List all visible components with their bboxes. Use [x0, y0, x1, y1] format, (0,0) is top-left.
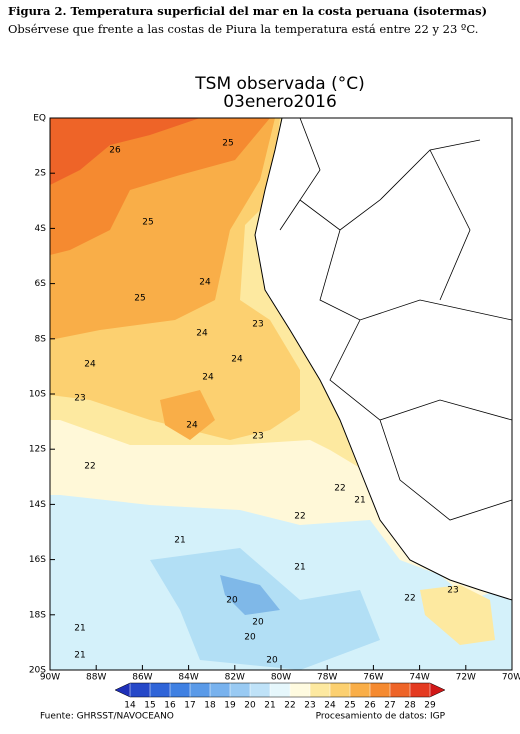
lon-label: 88W	[86, 673, 106, 683]
colorbar-label: 24	[324, 701, 336, 711]
isotherm-label: 20	[252, 618, 264, 628]
isotherm-label: 25	[134, 294, 145, 304]
zone-25-patch	[160, 390, 215, 440]
colorbar-segment	[350, 683, 370, 697]
map-title: TSM observada (°C)	[194, 74, 364, 94]
colorbar-label: 14	[124, 701, 136, 711]
lat-label: 12S	[29, 445, 46, 455]
footer-source: Fuente: GHRSST/NAVOCEANO	[40, 712, 174, 722]
colorbar-segment	[210, 683, 230, 697]
colorbar-segment	[150, 683, 170, 697]
colorbar-label: 21	[264, 701, 275, 711]
isotherm-label: 24	[196, 329, 208, 339]
colorbar-segment	[130, 683, 150, 697]
land	[254, 118, 512, 601]
colorbar-segment	[270, 683, 290, 697]
lat-label: 16S	[29, 555, 46, 565]
isotherm-label: 22	[84, 462, 95, 472]
lat-label: 20S	[29, 666, 46, 676]
lon-label: 78W	[317, 673, 337, 683]
colorbar-label: 18	[204, 701, 216, 711]
footer-processing: Procesamiento de datos: IGP	[316, 712, 446, 722]
isotherm-label: 25	[142, 218, 153, 228]
colorbar-label: 26	[364, 701, 376, 711]
colorbar-label: 22	[284, 701, 295, 711]
colorbar-arrow	[115, 683, 130, 697]
isotherm-label: 21	[74, 624, 85, 634]
caption-title: Figura 2. Temperatura superficial del ma…	[8, 4, 487, 18]
colorbar-label: 25	[344, 701, 355, 711]
isotherm-label: 23	[252, 432, 263, 442]
isotherm-label: 26	[109, 146, 121, 156]
lat-label: 8S	[35, 334, 47, 344]
isotherm-label: 21	[294, 563, 305, 573]
lat-label: EQ	[33, 114, 46, 124]
isotherm-label: 21	[354, 496, 365, 506]
colorbar-label: 20	[244, 701, 256, 711]
isotherm-label: 22	[404, 594, 415, 604]
colorbar-label: 23	[304, 701, 315, 711]
lat-label: 14S	[29, 500, 46, 510]
colorbar-segment	[230, 683, 250, 697]
lon-label: 82W	[225, 673, 245, 683]
lat-label: 18S	[29, 610, 46, 620]
colorbar-arrow	[430, 683, 445, 697]
lon-label: 84W	[178, 673, 198, 683]
isotherm-label: 25	[222, 139, 233, 149]
isotherm-label: 22	[294, 512, 305, 522]
lon-label: 80W	[271, 673, 291, 683]
colorbar-segment	[170, 683, 190, 697]
sst-field	[50, 118, 512, 670]
lat-label: 6S	[35, 279, 47, 289]
isotherm-label: 24	[202, 373, 214, 383]
colorbar-outline	[114, 682, 446, 698]
colorbar-label: 16	[164, 701, 176, 711]
isotherm-label: 24	[231, 355, 243, 365]
colorbar-label: 28	[404, 701, 416, 711]
colorbar-label: 15	[144, 701, 155, 711]
isotherm-label: 23	[252, 320, 263, 330]
isotherm-label: 20	[266, 656, 278, 666]
isotherm-label: 20	[244, 633, 256, 643]
isotherm-label: 24	[186, 421, 198, 431]
isotherm-label: 24	[199, 278, 211, 288]
colorbar-segment	[310, 683, 330, 697]
isotherm-label: 24	[84, 360, 96, 370]
isotherm-label: 23	[74, 394, 85, 404]
lon-label: 74W	[409, 673, 429, 683]
zone-27	[50, 118, 200, 185]
lat-label: 4S	[35, 224, 47, 234]
lat-label: 10S	[29, 390, 46, 400]
isotherm-label: 21	[174, 536, 185, 546]
colorbar-segment	[370, 683, 390, 697]
zone-26	[50, 118, 270, 255]
colorbar-segment	[290, 683, 310, 697]
isotherm-label: 22	[334, 484, 345, 494]
map-date: 03enero2016	[223, 92, 337, 112]
lon-label: 72W	[456, 673, 476, 683]
isotherm-label: 21	[74, 651, 85, 661]
colorbar-label: 27	[384, 701, 395, 711]
colorbar-label: 17	[184, 701, 195, 711]
colorbar-segment	[410, 683, 430, 697]
lat-label: 2S	[35, 169, 47, 179]
lon-label: 70W	[502, 673, 520, 683]
lon-label: 76W	[363, 673, 383, 683]
lon-label: 90W	[40, 673, 60, 683]
isotherm-label: 23	[447, 586, 458, 596]
lon-label: 86W	[132, 673, 152, 683]
zone-23-south	[420, 585, 495, 645]
colorbar-segment	[250, 683, 270, 697]
colorbar-label: 19	[224, 701, 236, 711]
zone-19	[220, 575, 280, 615]
borders	[279, 118, 512, 521]
colorbar-segment	[330, 683, 350, 697]
caption-subtitle: Obsérvese que frente a las costas de Piu…	[8, 22, 478, 36]
colorbar-label: 29	[424, 701, 436, 711]
isotherm-label: 20	[226, 596, 238, 606]
colorbar-segment	[190, 683, 210, 697]
colorbar-segment	[390, 683, 410, 697]
